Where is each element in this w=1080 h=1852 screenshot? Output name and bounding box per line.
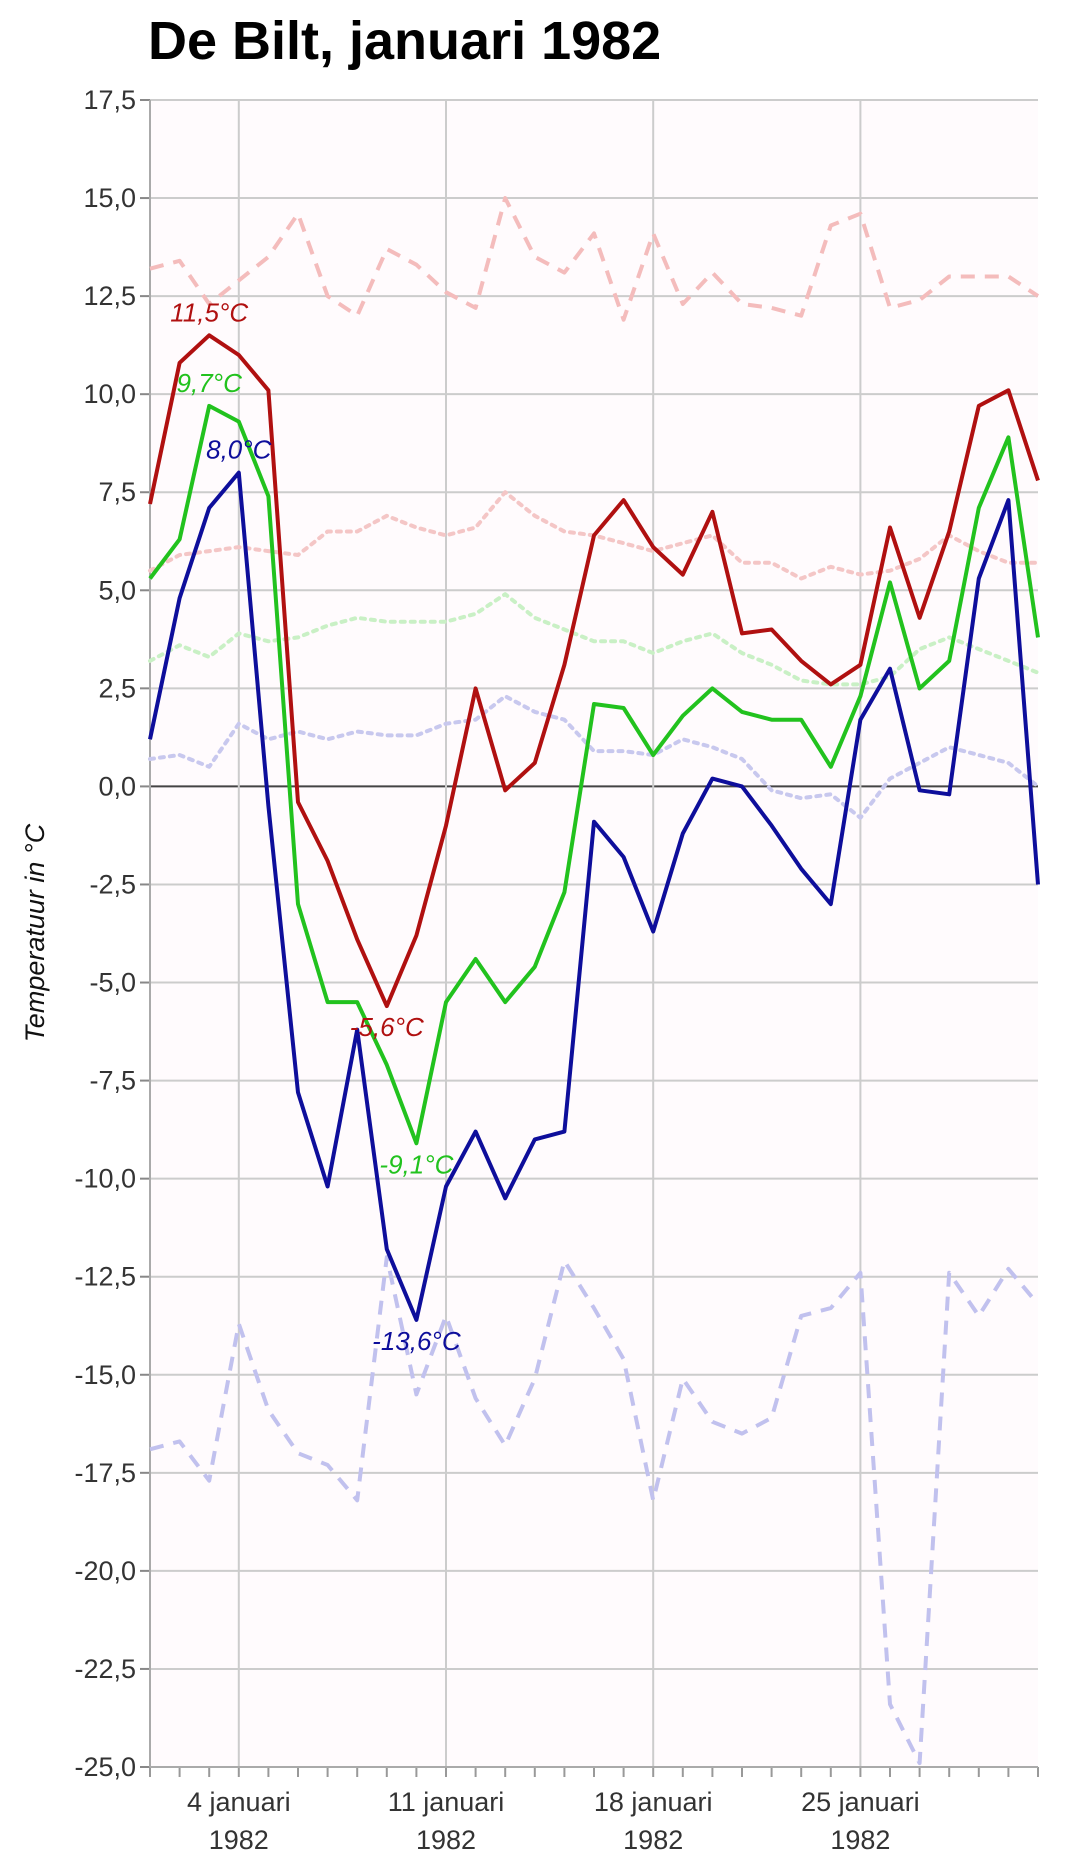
y-tick-label: -10,0 — [74, 1164, 136, 1194]
x-tick-label: 4 januari — [187, 1787, 291, 1817]
series-dotted-2 — [148, 592, 1040, 687]
extreme-label: -9,1°C — [379, 1149, 453, 1179]
y-tick-label: -15,0 — [74, 1360, 136, 1390]
x-tick-year: 1982 — [623, 1825, 683, 1852]
y-tick-label: -22,5 — [74, 1654, 136, 1684]
x-tick-label: 11 januari — [388, 1787, 505, 1817]
y-tick-label: 17,5 — [83, 85, 136, 115]
y-tick-label: 5,0 — [98, 575, 136, 605]
series-line-5 — [148, 333, 1040, 1009]
series — [148, 196, 1040, 1766]
extreme-label: 9,7°C — [177, 368, 243, 398]
y-tick-label: -12,5 — [74, 1262, 136, 1292]
extreme-label: 8,0°C — [206, 435, 272, 465]
y-tick-label: -25,0 — [74, 1752, 136, 1782]
extreme-label: -5,6°C — [350, 1012, 424, 1042]
x-tick-year: 1982 — [830, 1825, 890, 1852]
plot-background — [150, 100, 1038, 1767]
series-dashed-0 — [149, 196, 1040, 322]
y-tick-label: 15,0 — [83, 183, 136, 213]
series-line-7 — [148, 470, 1040, 1322]
annotations: 11,5°C 9,7°C 8,0°C -5,6°C -9,1°C -13,6°C — [170, 297, 461, 1356]
y-tick-label: -20,0 — [74, 1556, 136, 1586]
series-line-6 — [148, 403, 1040, 1146]
y-tick-label: -2,5 — [89, 869, 136, 899]
y-tick-label: 10,0 — [83, 379, 136, 409]
series-dotted-3 — [148, 694, 1040, 820]
y-axis-ticks: 17,5 15,0 12,5 10,0 7,5 5,0 2,5 0,0 -2,5 -5,0 -7,5… — [74, 85, 136, 1782]
y-axis-label: Temperatuur in °C — [20, 823, 50, 1042]
y-tick-label: 2,5 — [98, 673, 136, 703]
y-tick-label: -5,0 — [89, 968, 136, 998]
x-tick-label: 25 januari — [801, 1787, 920, 1817]
y-tick-label: 12,5 — [83, 281, 136, 311]
grid — [140, 99, 1039, 1777]
y-tick-label: 7,5 — [98, 477, 136, 507]
extreme-label: 11,5°C — [170, 297, 248, 327]
x-axis-ticks: 4 januari 1982 11 januari 1982 18 januari 198… — [187, 1787, 920, 1852]
extreme-label: -13,6°C — [372, 1326, 461, 1356]
y-tick-label: 0,0 — [98, 771, 136, 801]
chart-title: De Bilt, januari 1982 — [148, 11, 662, 71]
x-tick-year: 1982 — [416, 1825, 476, 1852]
x-tick-year: 1982 — [209, 1825, 269, 1852]
y-tick-label: -17,5 — [74, 1458, 136, 1488]
series-dashed-4 — [149, 1255, 1040, 1766]
x-tick-label: 18 januari — [594, 1787, 713, 1817]
y-tick-label: -7,5 — [89, 1066, 136, 1096]
